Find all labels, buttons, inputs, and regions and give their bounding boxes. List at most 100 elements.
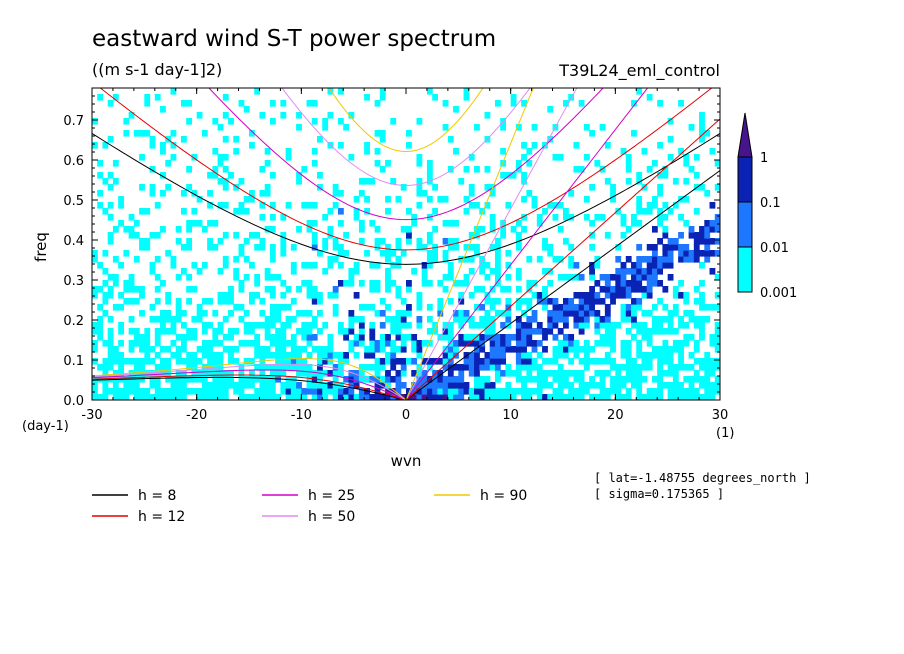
spectrum-cell (453, 376, 459, 383)
spectrum-cell (228, 346, 234, 353)
spectrum-cell (699, 292, 705, 299)
spectrum-cell (249, 196, 255, 203)
spectrum-cell (521, 358, 527, 365)
spectrum-cell (568, 214, 575, 221)
spectrum-cell (170, 388, 177, 395)
spectrum-cell (186, 220, 193, 227)
spectrum-cell (494, 298, 501, 305)
spectrum-cell (515, 328, 522, 335)
spectrum-cell (458, 394, 465, 400)
spectrum-cell (552, 214, 559, 221)
spectrum-cell (139, 238, 145, 245)
spectrum-cell (118, 352, 124, 359)
spectrum-cell (583, 310, 590, 317)
spectrum-cell (406, 226, 412, 233)
spectrum-cell (704, 370, 711, 377)
spectrum-cell (406, 142, 412, 149)
spectrum-cell (149, 382, 156, 389)
spectrum-cell (385, 196, 391, 203)
spectrum-cell (264, 160, 271, 167)
spectrum-cell (102, 340, 109, 347)
spectrum-cell (301, 334, 308, 341)
spectrum-cell (437, 382, 444, 389)
spectrum-cell (343, 124, 350, 131)
spectrum-cell (531, 376, 538, 383)
spectrum-cell (688, 352, 695, 359)
spectrum-cell (379, 310, 386, 317)
spectrum-cell (620, 346, 627, 353)
spectrum-cell (531, 340, 538, 347)
spectrum-cell (699, 334, 705, 341)
spectrum-cell (290, 268, 297, 275)
spectrum-cell (269, 388, 276, 395)
spectrum-cell (243, 274, 250, 281)
spectrum-cell (406, 322, 412, 329)
spectrum-cell (432, 382, 438, 389)
spectrum-cell (296, 388, 302, 395)
spectrum-cell (563, 316, 569, 323)
spectrum-cell (552, 358, 559, 365)
spectrum-cell (112, 352, 119, 359)
spectrum-cell (521, 328, 527, 335)
spectrum-cell (353, 196, 360, 203)
spectrum-cell (636, 322, 643, 329)
spectrum-cell (667, 154, 674, 161)
spectrum-cell (505, 250, 512, 257)
spectrum-cell (327, 352, 334, 359)
spectrum-cell (175, 316, 182, 323)
spectrum-cell (311, 382, 318, 389)
spectrum-cell (667, 262, 674, 269)
spectrum-cell (170, 328, 177, 335)
spectrum-cell (107, 100, 114, 107)
spectrum-cell (144, 208, 151, 215)
spectrum-cell (269, 256, 276, 263)
spectrum-cell (505, 274, 512, 281)
spectrum-cell (395, 382, 402, 389)
spectrum-cell (285, 286, 292, 293)
spectrum-cell (489, 244, 496, 251)
spectrum-cell (217, 370, 224, 377)
spectrum-cell (625, 352, 632, 359)
spectrum-cell (369, 280, 376, 287)
spectrum-cell (327, 226, 334, 233)
spectrum-cell (646, 352, 653, 359)
spectrum-cell (578, 304, 585, 311)
spectrum-cell (353, 334, 360, 341)
spectrum-cell (369, 262, 376, 269)
spectrum-cell (557, 310, 564, 317)
spectrum-cell (123, 358, 130, 365)
spectrum-cell (311, 118, 318, 125)
spectrum-cell (280, 370, 287, 377)
spectrum-cell (651, 322, 658, 329)
spectrum-cell (175, 346, 182, 353)
spectrum-cell (317, 328, 323, 335)
spectrum-cell (625, 304, 632, 311)
spectrum-cell (259, 244, 266, 251)
spectrum-cell (180, 358, 187, 365)
x-axis-label: wvn (391, 452, 422, 470)
spectrum-cell (264, 388, 271, 395)
x-tick-label: 30 (712, 408, 729, 423)
spectrum-cell (657, 328, 664, 335)
spectrum-cell (704, 316, 711, 323)
spectrum-cell (400, 334, 407, 341)
spectrum-cell (620, 340, 627, 347)
spectrum-cell (228, 382, 234, 389)
spectrum-cell (249, 382, 255, 389)
spectrum-cell (170, 322, 177, 329)
spectrum-cell (636, 394, 643, 400)
spectrum-cell (411, 214, 418, 221)
spectrum-cell (233, 382, 240, 389)
spectrum-cell (646, 262, 653, 269)
spectrum-cell (107, 328, 114, 335)
spectrum-cell (453, 340, 459, 347)
x-tick-label: 20 (607, 408, 624, 423)
spectrum-cell (547, 250, 554, 257)
spectrum-cell (631, 214, 637, 221)
spectrum-cell (364, 208, 370, 215)
spectrum-cell (175, 352, 182, 359)
spectrum-cell (259, 166, 266, 173)
spectrum-cell (379, 346, 386, 353)
spectrum-cell (269, 322, 276, 329)
spectrum-cell (463, 94, 470, 101)
